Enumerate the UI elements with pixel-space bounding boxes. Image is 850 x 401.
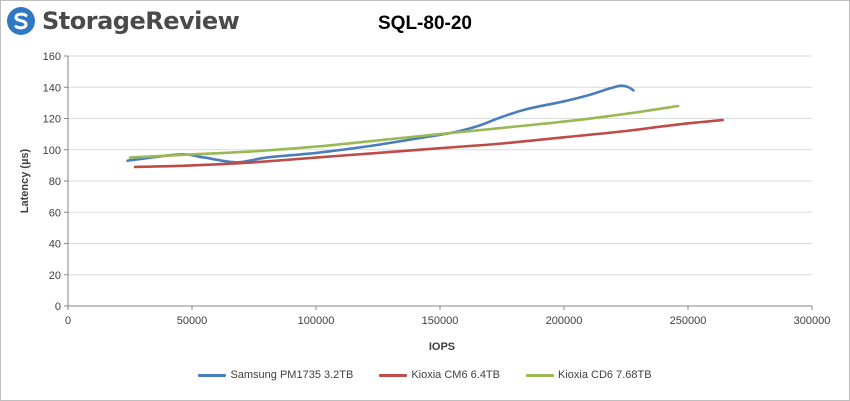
legend-item: Samsung PM1735 3.2TB xyxy=(198,369,353,381)
x-tick-label: 100000 xyxy=(298,315,335,327)
x-tick-labels: 0 50000 100000 150000 200000 250000 300000 xyxy=(65,315,830,327)
gridlines xyxy=(68,55,812,276)
x-tick-label: 300000 xyxy=(794,315,831,327)
x-tick-label: 50000 xyxy=(177,315,208,327)
y-tick-label: 80 xyxy=(49,176,61,188)
legend-label: Kioxia CD6 7.68TB xyxy=(558,369,652,381)
legend-label: Kioxia CM6 6.4TB xyxy=(411,369,500,381)
y-tick-label: 120 xyxy=(43,114,61,126)
legend-swatch xyxy=(198,373,227,377)
y-tick-label: 60 xyxy=(49,207,61,219)
y-tick-label: 160 xyxy=(43,51,61,63)
storagereview-logo: StorageReview xyxy=(6,5,240,37)
logo-icon xyxy=(7,7,35,35)
y-tick-label: 100 xyxy=(43,145,61,157)
series-lines xyxy=(126,84,724,169)
y-tick-label: 140 xyxy=(43,82,61,94)
series-line-kioxia-cm6-6-4tb xyxy=(133,118,724,169)
x-tick-label: 200000 xyxy=(546,315,583,327)
axes xyxy=(64,55,813,310)
x-axis-label: IOPS xyxy=(429,341,455,353)
y-tick-label: 20 xyxy=(49,270,61,282)
legend-item: Kioxia CD6 7.68TB xyxy=(526,369,652,381)
series-line-samsung-pm1735-3-2tb xyxy=(126,84,635,164)
legend-swatch xyxy=(379,373,408,377)
legend-item: Kioxia CM6 6.4TB xyxy=(379,369,500,381)
y-tick-label: 0 xyxy=(55,301,61,313)
chart-title: SQL-80-20 xyxy=(378,13,472,34)
series-line-kioxia-cd6-7-68tb xyxy=(128,104,680,159)
y-tick-labels: 0 20 40 60 80 100 120 140 160 xyxy=(43,51,61,313)
logo-text: StorageReview xyxy=(42,7,240,35)
y-axis-label: Latency (µs) xyxy=(19,148,31,213)
x-tick-label: 250000 xyxy=(670,315,707,327)
x-tick-label: 150000 xyxy=(422,315,459,327)
legend: Samsung PM1735 3.2TB Kioxia CM6 6.4TB Kiox… xyxy=(0,369,850,381)
legend-swatch xyxy=(526,373,554,377)
y-tick-label: 40 xyxy=(49,239,61,251)
legend-label: Samsung PM1735 3.2TB xyxy=(230,369,354,381)
x-tick-label: 0 xyxy=(65,315,71,327)
